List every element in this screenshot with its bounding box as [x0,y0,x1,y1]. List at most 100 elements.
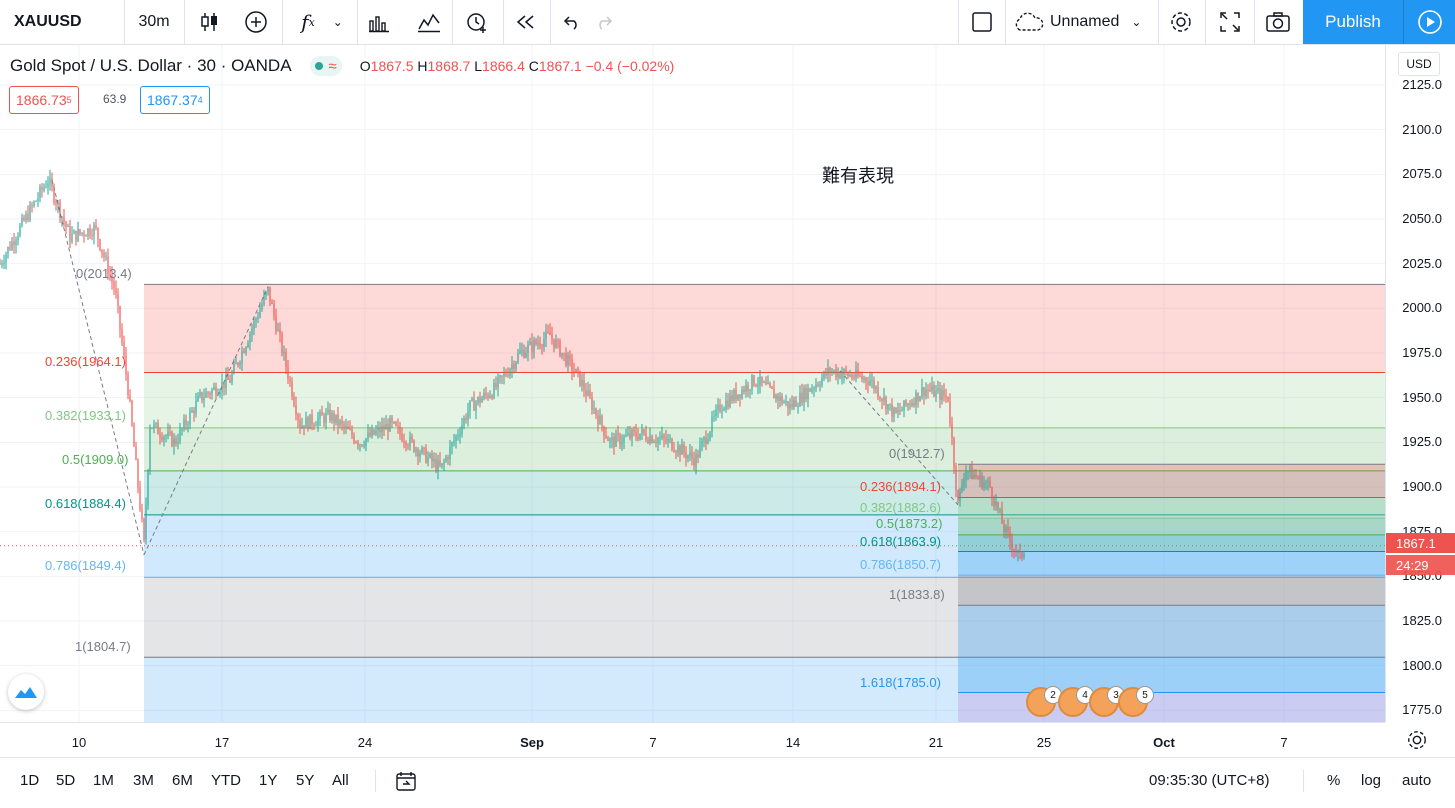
sell-price-box[interactable]: 1866.73 5 [9,86,79,114]
event-count: 5 [1136,686,1154,704]
replay-icon[interactable] [512,0,540,44]
currency-label[interactable]: USD [1398,52,1440,76]
candle-body [481,398,483,403]
tradingview-logo-icon[interactable] [8,674,44,710]
symbol-legend: Gold Spot / U.S. Dollar · 30 · OANDA ≈ O… [10,55,674,77]
compare-bars-icon[interactable] [362,0,396,44]
event-flag-us[interactable]: 4 [1058,686,1094,717]
candle-body [65,221,67,227]
candle-body [535,340,537,345]
candle-body [163,436,165,440]
open-value: 1867.5 [370,58,414,74]
chart-annotation[interactable]: 難有表現 [822,166,894,187]
candle-body [607,437,609,442]
range-ytd[interactable]: YTD [211,772,241,789]
candle-body [385,423,387,430]
price-tick: 2000.0 [1402,300,1442,316]
range-6m[interactable]: 6M [172,772,193,789]
candle-body [687,455,689,459]
time-axis[interactable]: 10 17 24 Sep 7 14 21 25 Oct 7 [0,722,1385,757]
candle-body [319,412,321,419]
candle-body [31,205,33,207]
candle-body [799,392,801,407]
play-icon[interactable] [1403,0,1455,44]
candle-body [945,395,947,397]
fib-ext-zone [958,464,1385,498]
candle-body [417,449,419,457]
event-flag-us[interactable]: 2 [1026,686,1062,717]
range-1y[interactable]: 1Y [259,772,278,789]
candle-body [1019,550,1021,553]
symbol-search[interactable]: XAUUSD [14,13,82,30]
price-chart[interactable] [0,45,1385,722]
range-5d[interactable]: 5D [56,772,76,789]
candle-body [787,401,789,409]
clock-timezone[interactable]: 09:35:30 (UTC+8) [1149,772,1270,789]
range-all[interactable]: All [332,772,349,789]
candle-body [711,416,713,433]
auto-toggle[interactable]: auto [1402,772,1432,789]
range-1m[interactable]: 1M [93,772,114,789]
event-flag-us[interactable]: 3 [1089,686,1125,717]
templates-icon[interactable] [412,0,446,44]
candle-body [789,403,791,409]
add-indicator-icon[interactable] [236,0,276,44]
candle-body [631,429,633,439]
price-axis[interactable]: USD 2125.0 2100.0 2075.0 2050.0 2025.0 2000.0… [1385,45,1455,722]
legend-title[interactable]: Gold Spot / U.S. Dollar · 30 · OANDA [10,56,292,75]
candles-icon[interactable] [190,0,228,44]
change-value: −0.4 (−0.02%) [585,58,675,74]
fullscreen-icon[interactable] [1212,0,1248,44]
interval-button[interactable]: 30m [138,13,170,30]
log-toggle[interactable]: log [1361,772,1382,789]
candle-body [771,386,773,389]
range-5y[interactable]: 5Y [296,772,315,789]
candle-body [255,319,257,321]
candle-body [963,479,965,486]
indicators-fx-icon[interactable]: 𝑓 x ⌄ [301,10,343,34]
candle-body [145,505,147,540]
percent-toggle[interactable]: % [1327,772,1341,789]
candle-body [623,436,625,443]
candle-body [161,436,163,440]
candle-body [81,232,83,234]
redo-icon[interactable] [592,0,618,44]
camera-icon[interactable] [1260,0,1296,44]
fib-left-label-1: 1(1804.7) [75,639,131,654]
settings-gear-icon[interactable] [1164,0,1198,44]
candle-body [17,235,19,241]
range-3m[interactable]: 3M [133,772,154,789]
candle-body [373,429,375,435]
candle-body [679,445,681,455]
candle-body [353,435,355,442]
select-square-icon[interactable] [966,0,998,44]
candle-body [295,405,297,415]
candle-body [939,388,941,400]
goto-date-icon[interactable] [395,770,417,797]
chart-settings-gear-icon[interactable] [1406,729,1428,756]
candle-body [747,384,749,391]
layout-name-button[interactable]: Unnamed ⌄ [1012,0,1152,44]
publish-button[interactable]: Publish [1303,0,1403,44]
candle-body [143,518,145,540]
candle-body [739,394,741,398]
range-1d[interactable]: 1D [20,772,40,789]
buy-price-box[interactable]: 1867.37 4 [140,86,210,114]
alert-clock-icon[interactable] [460,0,494,44]
legend-eye-dot[interactable]: ≈ [309,56,342,76]
candle-body [935,390,937,397]
candle-body [313,424,315,426]
candle-body [827,368,829,376]
candle-body [887,404,889,410]
candle-body [73,230,75,234]
candle-body [651,436,653,443]
price-tick: 1800.0 [1402,657,1442,673]
price-tick: 1950.0 [1402,389,1442,405]
candle-body [117,293,119,307]
event-flag-us[interactable]: 5 [1118,686,1154,717]
undo-icon[interactable] [558,0,584,44]
candle-body [885,396,887,410]
candle-body [301,425,303,429]
candles [0,169,1025,562]
candle-body [575,368,577,372]
